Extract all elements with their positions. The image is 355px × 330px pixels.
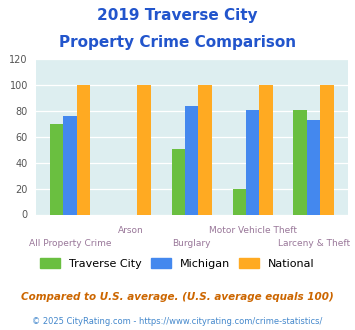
Bar: [63, 116, 77, 214]
Text: Burglary: Burglary: [173, 240, 211, 248]
Bar: [50, 124, 63, 214]
Bar: [233, 189, 246, 214]
Text: © 2025 CityRating.com - https://www.cityrating.com/crime-statistics/: © 2025 CityRating.com - https://www.city…: [32, 317, 323, 326]
Bar: [171, 148, 185, 214]
Bar: [185, 106, 198, 214]
Text: Compared to U.S. average. (U.S. average equals 100): Compared to U.S. average. (U.S. average …: [21, 292, 334, 302]
Bar: [294, 110, 307, 214]
Text: Motor Vehicle Theft: Motor Vehicle Theft: [209, 226, 297, 235]
Text: Property Crime Comparison: Property Crime Comparison: [59, 35, 296, 50]
Legend: Traverse City, Michigan, National: Traverse City, Michigan, National: [36, 254, 319, 273]
Text: Arson: Arson: [118, 226, 144, 235]
Bar: [77, 85, 90, 214]
Bar: [246, 110, 260, 214]
Bar: [198, 85, 212, 214]
Text: Larceny & Theft: Larceny & Theft: [278, 240, 350, 248]
Text: All Property Crime: All Property Crime: [28, 240, 111, 248]
Bar: [307, 120, 320, 214]
Bar: [320, 85, 334, 214]
Bar: [137, 85, 151, 214]
Text: 2019 Traverse City: 2019 Traverse City: [97, 8, 258, 23]
Bar: [260, 85, 273, 214]
